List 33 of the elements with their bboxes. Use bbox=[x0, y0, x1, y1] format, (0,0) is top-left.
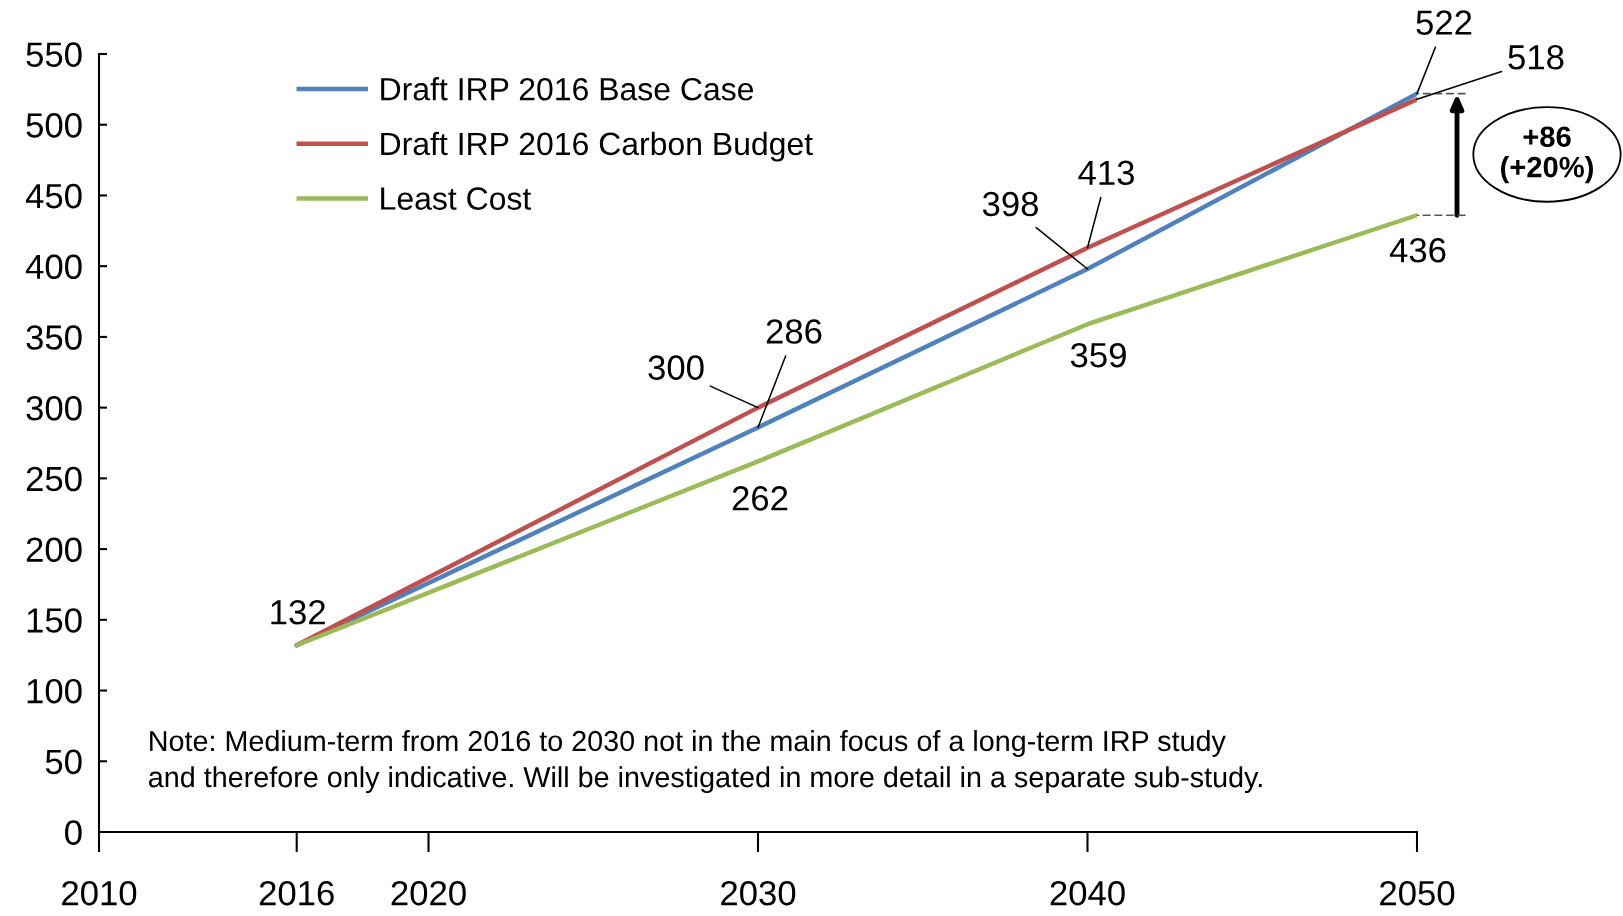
data-label: 262 bbox=[732, 486, 788, 511]
y-tick-label: 50 bbox=[45, 749, 82, 775]
data-label: 413 bbox=[1078, 160, 1134, 186]
legend-label: Draft IRP 2016 Base Case bbox=[381, 77, 754, 101]
legend-label: Draft IRP 2016 Carbon Budget bbox=[381, 131, 813, 162]
data-label: 359 bbox=[1070, 342, 1126, 368]
y-tick-label: 100 bbox=[27, 678, 82, 704]
y-tick-label: 150 bbox=[27, 608, 82, 633]
y-tick-label: 400 bbox=[25, 254, 82, 280]
y-tick-label: 300 bbox=[26, 395, 82, 421]
x-tick-label: 2010 bbox=[62, 880, 137, 906]
x-tick-label: 2030 bbox=[721, 880, 796, 906]
x-tick-label: 2016 bbox=[259, 880, 334, 906]
data-label: 398 bbox=[982, 191, 1038, 217]
x-tick-label: 2050 bbox=[1380, 880, 1455, 906]
x-tick-label: 2020 bbox=[391, 880, 466, 906]
y-tick-label: 250 bbox=[26, 466, 82, 492]
y-tick-label: 200 bbox=[26, 537, 82, 563]
data-label: 436 bbox=[1389, 237, 1446, 263]
data-label: 522 bbox=[1416, 10, 1472, 35]
legend-label: Least Cost bbox=[381, 187, 532, 210]
data-label: 518 bbox=[1508, 45, 1564, 70]
y-tick-label: 500 bbox=[26, 113, 82, 138]
y-tick-label: 0 bbox=[65, 820, 82, 845]
x-tick-label: 2040 bbox=[1050, 880, 1125, 906]
text: +86 (+20%) bbox=[1501, 126, 1593, 184]
y-tick-label: 450 bbox=[25, 183, 82, 209]
data-label: 300 bbox=[648, 355, 704, 380]
data-label: 132 bbox=[271, 600, 325, 625]
annotation: Note: Medium-term from 2016 to 2030 not in the main focus of a long-term IRP study and therefore only indicative. Will be investigated in more detail in a separate sub-study. bbox=[148, 730, 1262, 794]
y-tick-label: 350 bbox=[26, 325, 82, 350]
y-tick-label: 550 bbox=[26, 42, 82, 67]
data-label: 286 bbox=[766, 319, 822, 344]
